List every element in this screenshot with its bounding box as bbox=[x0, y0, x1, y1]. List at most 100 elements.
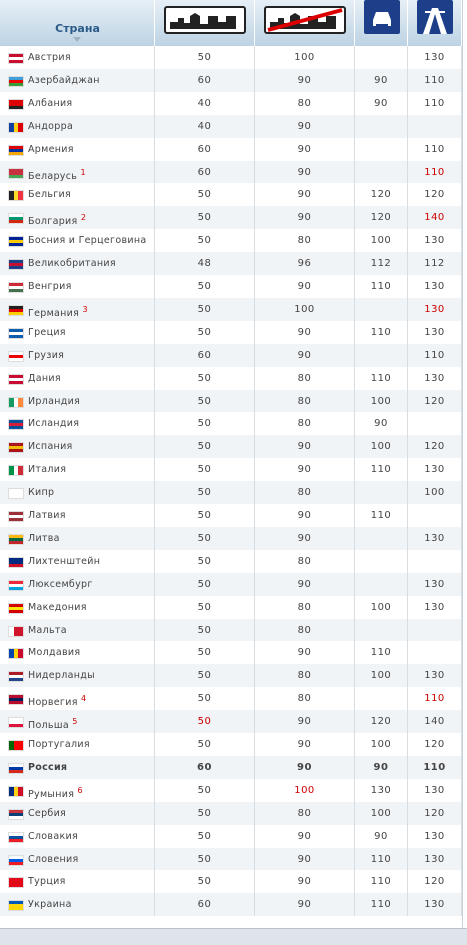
country-cell: Австрия bbox=[0, 46, 155, 69]
speed-cell: 90 bbox=[255, 824, 355, 848]
speed-cell: 120 bbox=[408, 183, 462, 207]
speed-cell: 50 bbox=[155, 206, 255, 230]
flag bbox=[8, 762, 24, 774]
country-cell: Македония bbox=[0, 595, 155, 619]
footnote: 2 bbox=[80, 213, 87, 223]
table-row: Андорра 40 90 bbox=[0, 114, 462, 138]
speed-cell: 50 bbox=[155, 366, 255, 390]
speed-cell: 110 bbox=[355, 870, 408, 894]
country-name: Молдавия bbox=[28, 647, 81, 659]
speed-cell: 80 bbox=[255, 91, 355, 115]
speed-cell: 110 bbox=[355, 847, 408, 871]
speed-cell: 110 bbox=[408, 687, 462, 711]
country-cell: Кипр bbox=[0, 481, 155, 505]
country-name: Мальта bbox=[28, 624, 67, 636]
table-row: Болгария 2 50 90 120 140 bbox=[0, 206, 462, 230]
country-cell: Люксембург bbox=[0, 572, 155, 596]
country-cell: Дания bbox=[0, 366, 155, 390]
speed-cell: 96 bbox=[255, 252, 355, 276]
speed-cell: 60 bbox=[155, 68, 255, 92]
speed-cell: 110 bbox=[355, 275, 408, 298]
country-name: Норвегия bbox=[28, 697, 78, 709]
speed-cell: 50 bbox=[155, 389, 255, 413]
speed-cell: 90 bbox=[255, 275, 355, 298]
speed-cell bbox=[355, 137, 408, 161]
speed-cell bbox=[355, 343, 408, 367]
speed-cell: 60 bbox=[155, 755, 255, 779]
sort-arrow bbox=[73, 37, 81, 42]
flag bbox=[8, 282, 24, 293]
header-country[interactable]: Страна bbox=[0, 0, 155, 46]
speed-cell: 60 bbox=[155, 137, 255, 161]
speed-cell: 50 bbox=[155, 412, 255, 436]
speed-cell: 50 bbox=[155, 435, 255, 459]
speed-cell: 90 bbox=[355, 68, 408, 92]
footnote: 3 bbox=[82, 304, 88, 314]
speed-cell: 90 bbox=[355, 412, 408, 436]
country-cell: Испания bbox=[0, 435, 155, 459]
flag bbox=[8, 53, 24, 64]
speed-cell bbox=[408, 412, 462, 436]
flag bbox=[8, 877, 24, 889]
speed-cell: 80 bbox=[255, 412, 355, 436]
speed-cell: 120 bbox=[408, 435, 462, 459]
speed-cell: 50 bbox=[155, 870, 255, 894]
country-cell: Андорра bbox=[0, 114, 155, 138]
speed-cell: 50 bbox=[155, 618, 255, 642]
country-cell: Болгария 2 bbox=[0, 206, 155, 230]
speed-cell: 90 bbox=[255, 755, 355, 779]
speed-cell: 50 bbox=[155, 229, 255, 253]
speed-cell: 130 bbox=[408, 320, 462, 344]
speed-cell: 100 bbox=[355, 229, 408, 253]
flag bbox=[8, 579, 24, 591]
country-cell: Словения bbox=[0, 847, 155, 871]
speed-cell bbox=[408, 618, 462, 642]
country-name: Исландия bbox=[28, 418, 80, 430]
header-outside[interactable] bbox=[255, 0, 355, 46]
country-name: Дания bbox=[28, 372, 61, 384]
header-expressway[interactable] bbox=[355, 0, 408, 46]
scrollbar bbox=[0, 928, 467, 945]
country-cell: Азербайджан bbox=[0, 68, 155, 92]
country-name: Румыния bbox=[28, 788, 75, 800]
flag bbox=[8, 167, 24, 179]
speed-cell: 90 bbox=[255, 183, 355, 207]
country-name: Македония bbox=[28, 601, 87, 613]
footnote: 6 bbox=[77, 785, 83, 795]
speed-cell: 90 bbox=[255, 68, 355, 92]
speed-cell: 80 bbox=[255, 618, 355, 642]
speed-cell: 90 bbox=[255, 572, 355, 596]
speed-cell: 90 bbox=[255, 710, 355, 734]
country-cell: Португалия bbox=[0, 733, 155, 756]
speed-cell bbox=[355, 618, 408, 642]
country-name: Австрия bbox=[28, 52, 71, 63]
country-cell: Венгрия bbox=[0, 275, 155, 298]
town-sign-icon bbox=[164, 6, 246, 34]
speed-cell: 130 bbox=[408, 778, 462, 802]
country-name: Босния и Герцеговина bbox=[28, 235, 147, 247]
country-cell: Норвегия 4 bbox=[0, 687, 155, 711]
speed-cell: 50 bbox=[155, 320, 255, 344]
header-town[interactable] bbox=[155, 0, 255, 46]
header-motorway[interactable] bbox=[408, 0, 462, 46]
country-cell: Нидерланды bbox=[0, 664, 155, 688]
speed-cell bbox=[355, 687, 408, 711]
table-row: Албания 40 80 90 110 bbox=[0, 91, 462, 115]
speed-cell: 110 bbox=[408, 755, 462, 779]
speed-cell: 60 bbox=[155, 893, 255, 917]
table-row: Беларусь 1 60 90 110 bbox=[0, 160, 462, 184]
speed-cell: 80 bbox=[255, 229, 355, 253]
country-name: Латвия bbox=[28, 510, 66, 521]
country-name: Словения bbox=[28, 853, 79, 865]
speed-cell: 110 bbox=[355, 893, 408, 917]
flag bbox=[8, 625, 24, 637]
footnote: 5 bbox=[72, 717, 78, 727]
speed-cell: 100 bbox=[355, 389, 408, 413]
country-name: Грузия bbox=[28, 349, 65, 361]
flag bbox=[8, 900, 24, 912]
country-cell: Ирландия bbox=[0, 389, 155, 413]
speed-cell: 50 bbox=[155, 46, 255, 69]
table-row: Сербия 50 80 100 120 bbox=[0, 801, 462, 825]
speed-cell: 80 bbox=[255, 664, 355, 688]
